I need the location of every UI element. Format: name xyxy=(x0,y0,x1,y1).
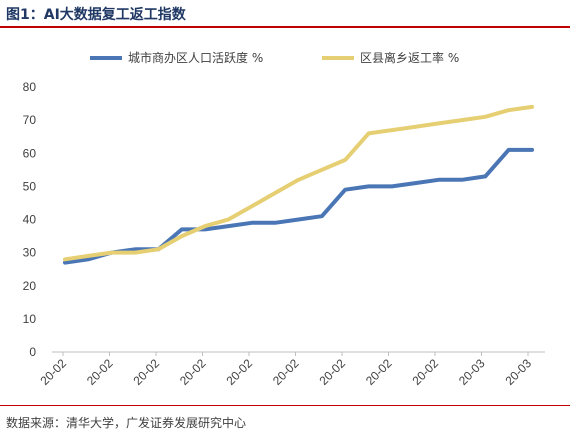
x-tick-label: 20-02 xyxy=(270,356,302,388)
x-tick-label: 20-02 xyxy=(317,356,349,388)
x-tick-label: 20-02 xyxy=(84,356,116,388)
x-tick-label: 20-02 xyxy=(38,356,70,388)
x-tick-label: 20-02 xyxy=(410,356,442,388)
series-line-1 xyxy=(63,147,534,265)
x-tick-label: 20-02 xyxy=(363,356,395,388)
x-tick-label: 20-02 xyxy=(177,356,209,388)
y-axis-ticks: 0 10 20 30 40 50 60 70 80 xyxy=(23,80,37,359)
figure-title: 图1：AI大数据复工返工指数 xyxy=(6,7,186,23)
y-tick-label: 20 xyxy=(23,279,37,293)
chart-legend: 城市商办区人口活跃度 % 区县离乡返工率 % xyxy=(90,50,459,65)
header-rule xyxy=(0,26,570,28)
y-tick-label: 80 xyxy=(23,80,37,94)
x-tick-label: 20-02 xyxy=(224,356,256,388)
y-tick-label: 70 xyxy=(23,113,37,127)
x-tick-label: 20-03 xyxy=(503,356,535,388)
line-chart: 城市商办区人口活跃度 % 区县离乡返工率 % 0 10 20 30 40 50 60 70 80… xyxy=(23,50,545,388)
y-tick-label: 50 xyxy=(23,179,37,193)
footer-rule xyxy=(0,405,570,406)
y-tick-label: 30 xyxy=(23,246,37,260)
y-tick-label: 0 xyxy=(29,345,36,359)
y-tick-label: 60 xyxy=(23,146,37,160)
x-tick-label: 20-03 xyxy=(456,356,488,388)
x-axis-ticks: 20-02 20-02 20-02 20-02 20-02 20-02 20-02 20-02… xyxy=(38,352,535,388)
legend-label-series-2: 区县离乡返工率 % xyxy=(360,50,459,65)
y-tick-label: 10 xyxy=(23,312,37,326)
figure-source: 数据来源：清华大学，广发证券发展研究中心 xyxy=(6,416,247,430)
y-tick-label: 40 xyxy=(23,213,37,227)
x-tick-label: 20-02 xyxy=(131,356,163,388)
legend-label-series-1: 城市商办区人口活跃度 % xyxy=(128,50,263,65)
figure-header: 图1：AI大数据复工返工指数 xyxy=(0,0,570,26)
series-line-2 xyxy=(63,104,534,262)
series-lines xyxy=(63,104,534,265)
